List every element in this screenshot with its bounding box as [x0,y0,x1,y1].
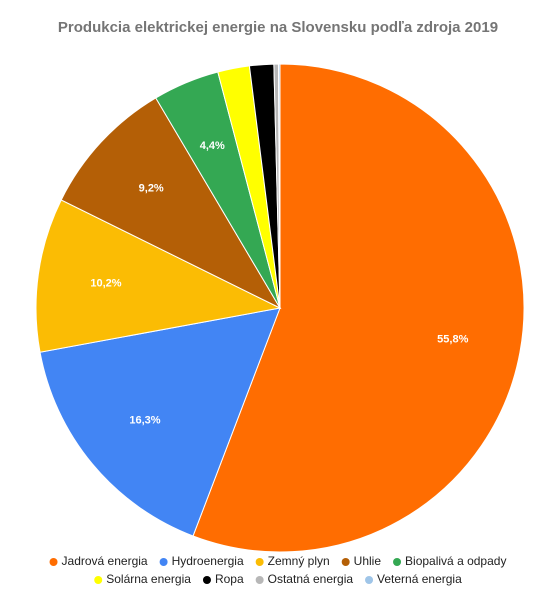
legend-marker [393,558,402,566]
legend-label: Jadrová energia [62,554,148,568]
legend-marker [365,576,374,584]
data-label: 4,4% [200,140,225,152]
data-label: 9,2% [139,182,164,194]
data-label: 10,2% [90,278,121,290]
legend-marker [159,558,168,566]
legend-marker [94,576,103,584]
pie-slice [39,307,281,537]
pie-slice [60,97,282,310]
legend-label: Hydroenergia [172,554,244,568]
legend-label: Solárna energia [106,572,191,586]
legend-label: Ostatná energia [268,572,354,586]
legend-label: Veterná energia [377,572,462,586]
legend-marker [255,558,264,566]
data-label: 16,3% [129,414,160,426]
legend-marker [255,576,264,584]
pie-slice [192,63,525,553]
legend-label: Uhlie [354,554,382,568]
pie-slice [35,199,282,353]
pie-slice [277,63,281,309]
legend-label: Zemný plyn [268,554,330,568]
legend-marker [202,576,211,584]
legend-label: Ropa [215,572,244,586]
legend-label: Biopalivá a odpady [405,554,506,568]
legend-marker [341,558,350,566]
legend-marker [49,558,58,566]
chart-title: Produkcia elektrickej energie na Slovens… [58,19,498,36]
data-label: 55,8% [437,334,468,346]
